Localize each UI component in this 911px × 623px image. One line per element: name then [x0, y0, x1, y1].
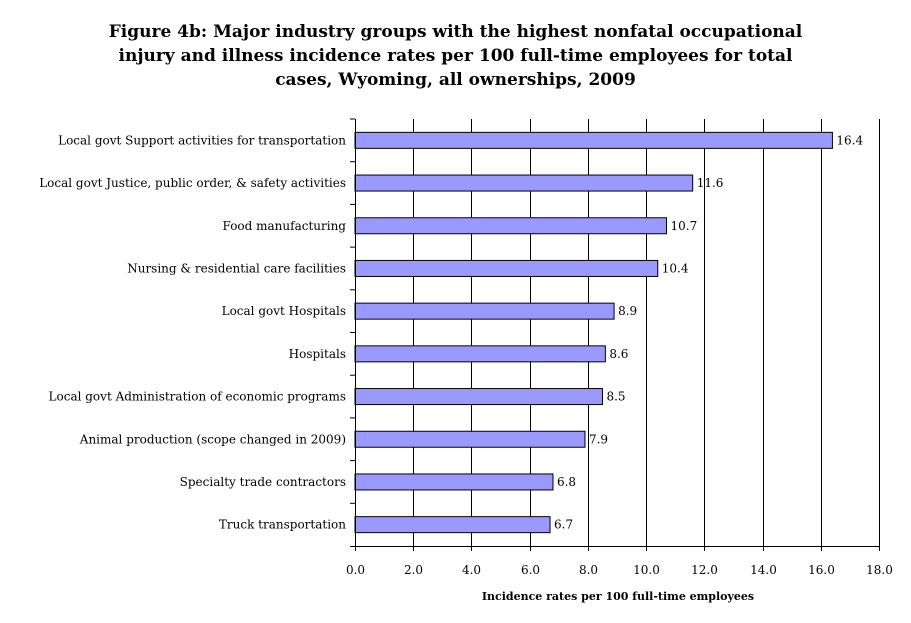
bar: [354, 345, 606, 363]
value-label: 8.5: [606, 390, 625, 404]
value-label: 6.7: [554, 518, 573, 532]
bar: [354, 388, 603, 406]
x-tick-label: 12.0: [691, 563, 718, 577]
x-tick-label: 8.0: [579, 563, 598, 577]
category-label: Animal production (scope changed in 2009…: [79, 432, 346, 446]
chart-title-line-2: injury and illness incidence rates per 1…: [118, 46, 793, 66]
value-label: 8.6: [609, 347, 628, 361]
bar: [354, 259, 659, 277]
x-tick-label: 0.0: [346, 563, 365, 577]
value-label: 8.9: [618, 304, 637, 318]
x-axis-title: Incidence rates per 100 full-time employ…: [482, 590, 754, 603]
value-label: 7.9: [589, 432, 608, 446]
x-tick-label: 2.0: [404, 563, 423, 577]
category-label: Specialty trade contractors: [180, 475, 346, 489]
category-label: Food manufacturing: [223, 219, 347, 233]
value-label: 16.4: [836, 133, 863, 147]
category-label: Nursing & residential care facilities: [127, 261, 346, 275]
category-label: Local govt Justice, public order, & safe…: [39, 176, 346, 190]
bar: [354, 302, 615, 320]
bars: 16.4 11.6 10.7 10.4 8.9 8.6 8.5 7.9 6.8 6.7: [354, 131, 864, 534]
x-tick-label: 6.0: [521, 563, 540, 577]
x-tick-label: 10.0: [633, 563, 660, 577]
value-label: 11.6: [697, 176, 724, 190]
axes: Local govt Support activities for transp…: [39, 118, 893, 577]
bar: [354, 131, 833, 149]
category-label: Truck transportation: [219, 518, 346, 532]
value-label: 10.7: [670, 219, 697, 233]
bar: [354, 174, 694, 192]
bar: [354, 430, 586, 448]
bar: [354, 473, 554, 491]
category-label: Hospitals: [289, 347, 346, 361]
chart-title: Figure 4b: Major industry groups with th…: [0, 20, 911, 92]
x-tick-label: 16.0: [808, 563, 835, 577]
category-label: Local govt Support activities for transp…: [58, 133, 346, 147]
chart-title-line-1: Figure 4b: Major industry groups with th…: [108, 22, 803, 42]
category-label: Local govt Administration of economic pr…: [49, 390, 346, 404]
x-tick-label: 14.0: [750, 563, 777, 577]
value-label: 10.4: [662, 261, 689, 275]
value-label: 6.8: [557, 475, 576, 489]
bar: [354, 217, 667, 235]
bar: [354, 516, 551, 534]
x-tick-label: 18.0: [866, 563, 893, 577]
chart-title-line-3: cases, Wyoming, all ownerships, 2009: [275, 70, 636, 90]
category-label: Local govt Hospitals: [222, 304, 346, 318]
x-tick-label: 4.0: [462, 563, 481, 577]
